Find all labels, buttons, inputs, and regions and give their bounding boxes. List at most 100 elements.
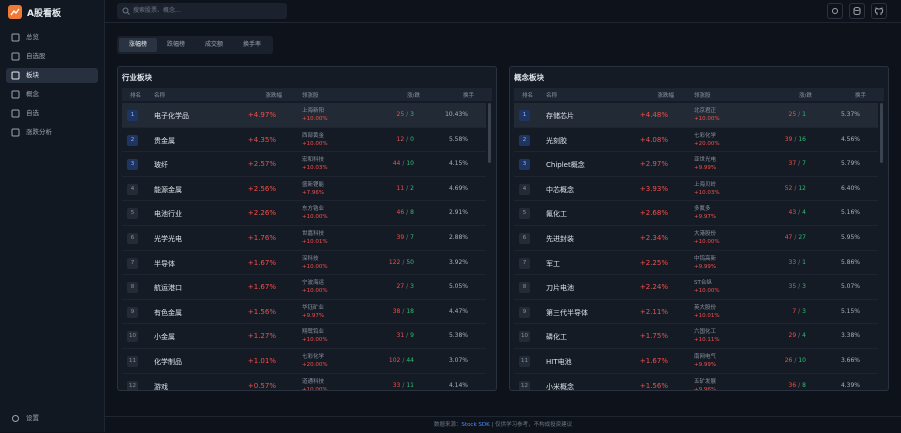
- up-count: 27: [396, 283, 405, 291]
- rank: 1: [519, 110, 530, 121]
- leader-name: 东方锆业: [302, 206, 325, 213]
- up-count: 38: [392, 307, 401, 315]
- down-count: 7: [796, 160, 806, 167]
- turnover: 5.07%: [840, 283, 860, 291]
- theme-button[interactable]: [827, 3, 843, 19]
- table-row[interactable]: 6 光学光电 +1.76% 世嘉科技 +10.01% 397 2.88%: [122, 226, 486, 251]
- leader-name: 上海贝岭: [694, 181, 717, 188]
- up-down: 3311: [393, 382, 414, 389]
- leader-change: +9.97%: [302, 312, 325, 319]
- table-row[interactable]: 6 先进封装 +2.34% 大港股份 +10.00% 4727 5.95%: [514, 226, 878, 251]
- settings-link[interactable]: 设置: [6, 411, 98, 426]
- down-count: 2: [404, 185, 414, 192]
- tab[interactable]: 换手率: [242, 41, 261, 48]
- table-row[interactable]: 11 化学制品 +1.01% 七彩化学 +20.00% 10244 3.07%: [122, 349, 486, 374]
- up-count: 31: [396, 332, 405, 340]
- nav-label: 自选股: [26, 52, 46, 60]
- column-header: 排名: [522, 93, 534, 99]
- up-down: 331: [789, 259, 807, 266]
- table-row[interactable]: 8 航运港口 +1.67% 宁波海运+10.00% 273 5.05%: [122, 275, 486, 300]
- nav-item[interactable]: 概念: [6, 87, 98, 102]
- column-header: 换手: [854, 93, 866, 99]
- up-count: 35: [788, 283, 797, 291]
- turnover: 3.38%: [840, 332, 860, 340]
- table-row[interactable]: 5 电池行业 +2.26% 东方锆业+10.00% 468 2.91%: [122, 201, 486, 226]
- change: +1.67%: [639, 357, 668, 365]
- leader-name: 大港股份: [694, 231, 717, 237]
- down-count: 7: [404, 234, 414, 241]
- leader-change: +9.99%: [694, 362, 717, 368]
- table-row[interactable]: 10 小金属 +1.27% 翔鹭钨业+10.00% 319 5.38%: [122, 324, 486, 349]
- rank: 12: [127, 380, 138, 390]
- table-row[interactable]: 1 电子化学品 +4.97% 上海新阳 +10.00% 253 10.43%: [122, 103, 486, 128]
- sector-name: 光刻胶: [546, 136, 567, 145]
- leader-change: +10.03%: [302, 165, 328, 172]
- table-row[interactable]: 2 光刻胶 +4.08% 七彩化学+20.00% 3916 4.56%: [514, 128, 878, 153]
- table-row[interactable]: 4 能源金属 +2.56% 盛新锂能+7.96% 112 4.69%: [122, 177, 486, 202]
- up-count: 102: [388, 357, 401, 364]
- search-box[interactable]: 搜索股票、概念...: [117, 3, 287, 19]
- table-row[interactable]: 2 贵金属 +4.35% 西部黄金+10.00% 120 5.58%: [122, 128, 486, 153]
- sector-name: Chiplet概念: [546, 161, 585, 170]
- sector-name: 游戏: [154, 382, 168, 390]
- leader-change: +10.01%: [302, 239, 328, 245]
- table-row[interactable]: 3 Chiplet概念 +2.97% 亚世光电+9.99% 377 5.79%: [514, 152, 878, 177]
- turnover: 4.47%: [448, 307, 468, 315]
- leader-name: ST合纵: [694, 280, 712, 287]
- table-row[interactable]: 10 磷化工 +1.75% 六国化工+10.11% 294 3.38%: [514, 324, 878, 349]
- rank: 10: [127, 331, 138, 343]
- change: +1.56%: [247, 307, 276, 316]
- rank: 3: [127, 159, 138, 171]
- github-button[interactable]: [871, 3, 887, 19]
- table-row[interactable]: 9 第三代半导体 +2.11% 英大股份+10.01% 73 5.15%: [514, 300, 878, 325]
- tab[interactable]: 跌幅榜: [166, 41, 185, 48]
- table-row[interactable]: 4 中芯概念 +3.93% 上海贝岭+10.03% 5212 6.40%: [514, 177, 878, 202]
- change: +2.68%: [639, 209, 668, 218]
- sector-name: 光学光电: [154, 235, 182, 243]
- up-down: 12250: [389, 259, 414, 266]
- settings-label: 设置: [26, 414, 39, 422]
- nav-item[interactable]: 总览: [6, 30, 98, 45]
- table-row[interactable]: 5 氟化工 +2.68% 多氟多+9.97% 434 5.16%: [514, 201, 878, 226]
- table-row[interactable]: 12 小米概念 +1.56% 五矿发展+9.96% 368 4.39%: [514, 374, 878, 390]
- column-header: 涨/跌: [407, 93, 420, 99]
- rank: 8: [127, 282, 138, 294]
- panel: 概念板块 排名 名称 涨跌幅 领涨股 涨/跌 换手 1 存储芯片 +4.48% 北京君正 +10.00…: [509, 66, 889, 391]
- table-row[interactable]: 9 有色金属 +1.56% 华钰矿业+9.97% 3818 4.47%: [122, 300, 486, 325]
- leader-change: +20.00%: [302, 362, 328, 368]
- nav-label: 总览: [26, 33, 39, 41]
- top-bar: 搜索股票、概念...: [105, 0, 901, 23]
- tab[interactable]: 涨幅榜: [119, 38, 157, 52]
- leader-change: +10.00%: [302, 288, 328, 295]
- down-count: 3: [404, 111, 414, 118]
- sector-name: 半导体: [154, 259, 175, 268]
- up-count: 44: [392, 160, 401, 168]
- down-count: 8: [796, 382, 806, 389]
- rank: 2: [127, 134, 138, 146]
- rank: 1: [127, 110, 138, 121]
- leader-name: 亚世光电: [694, 157, 717, 164]
- up-count: 39: [396, 234, 405, 241]
- data-button[interactable]: [849, 3, 865, 19]
- column-header: 涨跌幅: [265, 93, 282, 99]
- change: +2.24%: [639, 283, 668, 292]
- tab[interactable]: 成交额: [204, 41, 223, 48]
- table-row[interactable]: 11 HIT电池 +1.67% 南网电气 +9.99% 2610 3.66%: [514, 349, 878, 374]
- up-down: 397: [397, 234, 415, 241]
- table-row[interactable]: 12 游戏 +0.57% 道通科技+10.00% 3311 4.14%: [122, 374, 486, 390]
- table-row[interactable]: 8 刀片电池 +2.24% ST合纵+10.00% 353 5.07%: [514, 275, 878, 300]
- nav-item[interactable]: 自选: [6, 106, 98, 121]
- table-row[interactable]: 7 军工 +2.25% 中钨高新+9.99% 331 5.86%: [514, 251, 878, 276]
- rank: 4: [127, 183, 138, 195]
- up-count: 47: [784, 234, 793, 241]
- panel-title: 概念板块: [514, 73, 544, 82]
- footer-source[interactable]: Stock SDK: [461, 422, 490, 428]
- nav-item[interactable]: 板块: [6, 68, 98, 83]
- nav-item[interactable]: 涨跌分析: [6, 125, 98, 140]
- up-count: 29: [788, 332, 797, 340]
- nav-item[interactable]: 自选股: [6, 49, 98, 64]
- table-row[interactable]: 7 半导体 +1.67% 深科技+10.00% 12250 3.92%: [122, 251, 486, 276]
- table-row[interactable]: 3 玻纤 +2.57% 宏和科技+10.03% 4410 4.15%: [122, 152, 486, 177]
- rank: 7: [127, 257, 138, 269]
